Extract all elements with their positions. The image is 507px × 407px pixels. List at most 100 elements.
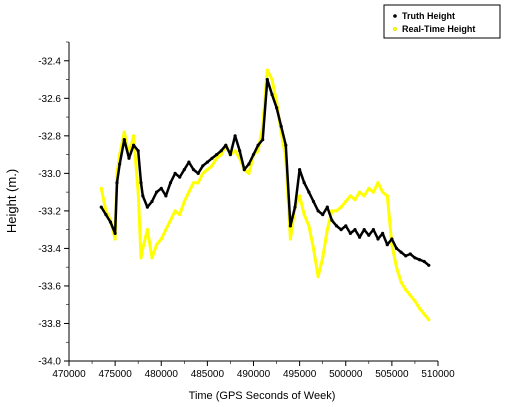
real-time-height-point — [159, 237, 163, 241]
truth-height-point — [427, 263, 431, 267]
real-time-height-point — [334, 209, 339, 213]
legend-box — [383, 4, 501, 39]
real-time-height-point — [422, 312, 426, 316]
truth-height-point — [224, 143, 228, 147]
real-time-height-point — [353, 198, 357, 202]
truth-height-point — [228, 153, 232, 157]
real-time-height-point — [288, 237, 292, 241]
truth-height-point — [371, 228, 375, 232]
truth-height-point — [399, 250, 403, 254]
truth-height-point — [302, 181, 306, 185]
y-tick-label: -32.4 — [38, 56, 61, 67]
real-time-height-point — [371, 190, 375, 194]
truth-height-point — [122, 138, 126, 142]
truth-height-point — [251, 153, 256, 157]
x-tick-label: 490000 — [237, 369, 271, 380]
truth-height-point — [168, 181, 173, 185]
real-time-height-point — [99, 186, 103, 190]
truth-height-point — [173, 171, 177, 175]
real-time-height-point — [182, 199, 186, 204]
real-time-height-point — [247, 171, 251, 175]
real-time-height-point — [307, 224, 311, 228]
y-tick-label: -32.6 — [38, 94, 61, 105]
real-time-height-point — [210, 164, 214, 168]
truth-height-point — [201, 164, 205, 168]
truth-height-point — [256, 143, 260, 147]
truth-height-point — [298, 168, 302, 172]
real-time-height-point — [155, 243, 159, 247]
truth-height-point — [418, 258, 422, 262]
x-tick-label: 480000 — [145, 369, 179, 380]
real-time-height-point — [330, 209, 334, 213]
real-time-height-point — [164, 228, 168, 232]
truth-height-point — [321, 213, 325, 217]
truth-height-point — [150, 199, 154, 204]
truth-height-point — [376, 237, 380, 241]
real-time-height-point — [344, 199, 348, 204]
truth-height-point — [270, 92, 274, 97]
x-axis-ticks: 470000 475000 480000 485000 490000 495000 5000… — [52, 361, 455, 380]
real-time-height-point — [311, 246, 316, 250]
real-time-height-point — [325, 228, 329, 232]
truth-height-point — [164, 194, 168, 198]
truth-height-point — [141, 194, 145, 198]
truth-height-point — [187, 160, 191, 164]
truth-height-point — [307, 190, 311, 194]
real-time-height-point — [399, 280, 403, 284]
real-time-height-point — [376, 181, 380, 185]
truth-height-point — [330, 218, 334, 222]
truth-height-point — [334, 224, 339, 228]
truth-height-point — [339, 228, 343, 232]
real-time-height-point — [201, 171, 205, 175]
y-tick-label: -34.0 — [38, 357, 61, 368]
y-tick-label: -33.0 — [38, 169, 61, 180]
real-time-height-point — [141, 246, 145, 250]
real-time-height-point — [358, 190, 362, 194]
truth-height-point — [196, 171, 200, 175]
real-time-height-point — [404, 288, 408, 292]
truth-height-point — [219, 149, 223, 153]
real-time-height-point — [339, 205, 343, 209]
legend-label-real-time-height: Real-Time Height — [402, 24, 475, 34]
truth-height-point — [381, 231, 385, 235]
truth-height-point — [210, 156, 214, 160]
real-time-height-point — [178, 213, 182, 217]
truth-height-point — [215, 153, 219, 157]
real-time-height-point — [302, 213, 306, 217]
truth-height-point — [182, 168, 186, 172]
truth-height-point — [367, 233, 371, 237]
truth-height-point — [316, 209, 320, 213]
real-time-height-point — [113, 237, 117, 241]
x-tick-label: 510000 — [421, 369, 455, 380]
real-time-height-point — [256, 149, 260, 153]
real-time-height-point — [408, 293, 412, 297]
legend-marker-real-time-height — [393, 27, 398, 32]
real-time-height-point — [219, 153, 223, 157]
truth-height-point — [139, 181, 143, 185]
y-tick-label: -33.4 — [38, 244, 61, 255]
truth-height-point — [353, 228, 357, 232]
truth-height-point — [311, 199, 316, 204]
real-time-height-point — [139, 256, 143, 260]
real-time-height-point — [205, 168, 209, 172]
real-time-height-point — [270, 77, 274, 82]
x-tick-label: 475000 — [98, 369, 132, 380]
truth-height-point — [118, 162, 122, 166]
truth-height-point — [362, 228, 366, 232]
truth-height-point — [325, 205, 329, 209]
x-tick-label: 505000 — [375, 369, 409, 380]
legend-label-truth-height: Truth Height — [402, 11, 455, 21]
y-axis-title: Height (m.) — [4, 169, 19, 233]
truth-height-point — [344, 224, 348, 228]
y-tick-label: -32.8 — [38, 131, 61, 142]
truth-height-point — [279, 124, 283, 128]
real-time-height-point — [394, 265, 399, 269]
truth-height-point — [413, 256, 417, 260]
real-time-height-point — [215, 156, 219, 160]
real-time-height-point — [173, 209, 177, 213]
real-time-height-point — [362, 194, 366, 198]
truth-height-point — [191, 168, 196, 172]
truth-height-point — [348, 231, 352, 235]
x-tick-label: 495000 — [283, 369, 317, 380]
real-time-height-point — [418, 306, 422, 311]
